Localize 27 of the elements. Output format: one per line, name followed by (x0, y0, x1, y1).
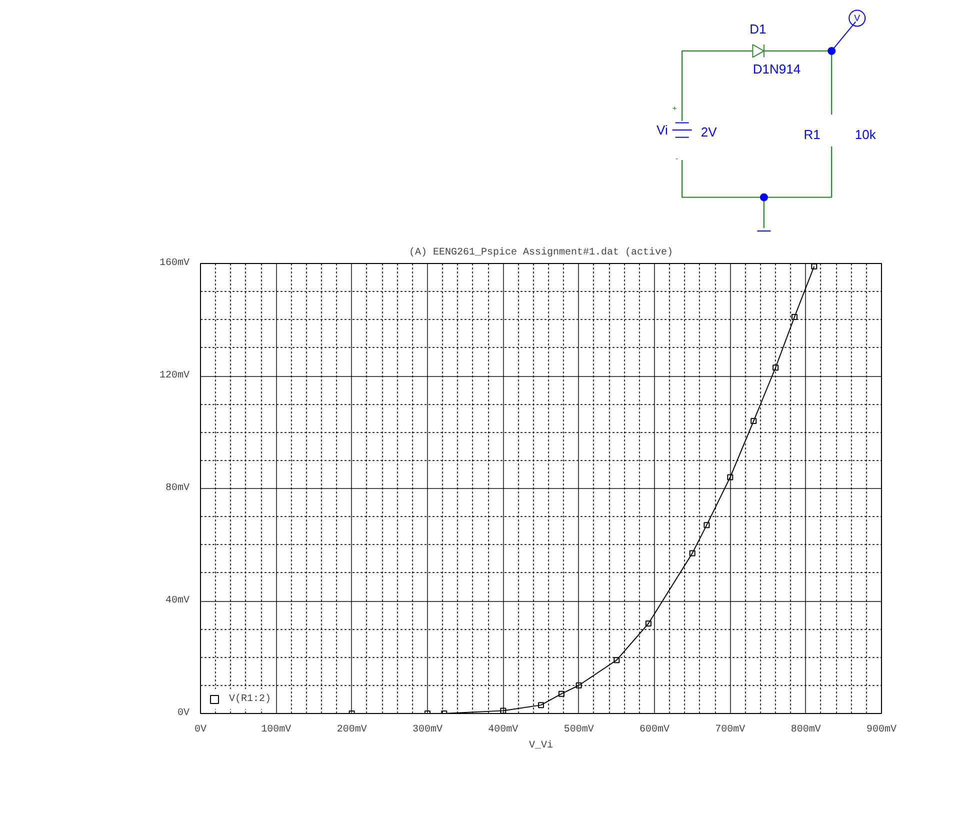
x-tick-label: 600mV (640, 724, 670, 736)
y-tick-label: 40mV (165, 596, 190, 606)
text: 2V (700, 124, 718, 140)
x-tick-label: 0V (194, 724, 207, 736)
text: Vi (656, 122, 668, 138)
x-tick-label: 500mV (564, 724, 594, 736)
text: V (854, 13, 860, 24)
text: D1N914 (752, 62, 801, 77)
x-tick-label: 900mV (866, 724, 897, 736)
y-tick-label: 0V (178, 708, 190, 719)
text: R1 (804, 127, 820, 142)
y-tick-label: 160mV (159, 258, 190, 269)
text: D1 (750, 22, 766, 37)
text: - (675, 154, 678, 164)
x-tick-label: 700mV (715, 724, 746, 736)
x-tick-label: 800mV (790, 724, 821, 736)
x-tick-label: 200mV (336, 724, 367, 736)
y-tick-label: 80mV (165, 483, 190, 494)
x-tick-label: 400mV (488, 724, 518, 736)
x-tick-label: 100mV (261, 724, 292, 736)
text: + (672, 104, 678, 114)
legend-label: V(R1:2) (229, 694, 272, 704)
x-axis-title: V_Vi (529, 740, 554, 752)
text: 10k (854, 127, 876, 142)
y-tick-label: 120mV (159, 370, 190, 382)
chart-title: (A) EENG261_Pspice Assignment#1.dat (active) (408, 246, 674, 258)
x-tick-label: 300mV (412, 724, 443, 736)
